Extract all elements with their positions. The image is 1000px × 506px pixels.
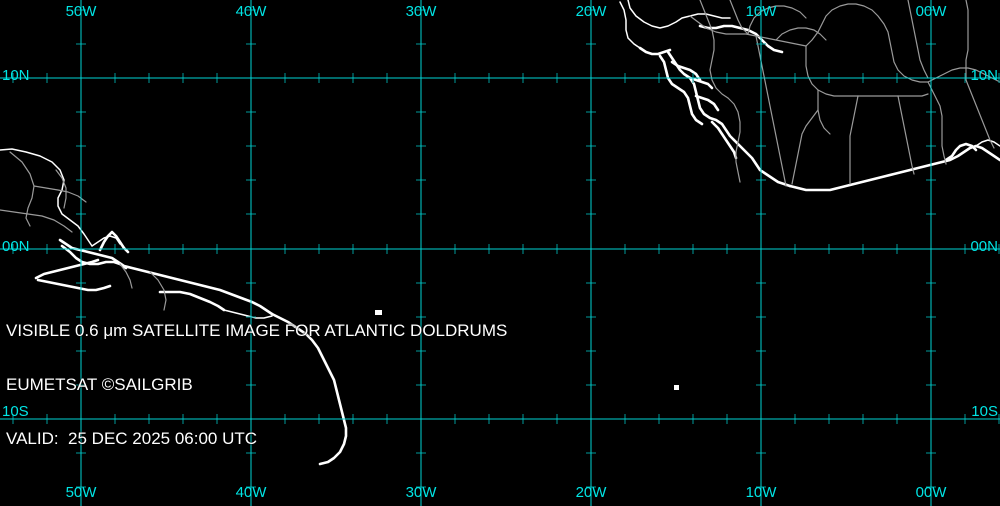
lon-label-bottom-00w: 00W [915,484,947,501]
lat-label-right-10n: 10N [970,67,998,84]
lon-label-top-40w: 40W [235,3,267,20]
south-america-borders [0,151,167,311]
lon-label-top-50w: 50W [65,3,97,20]
cloud-features [375,310,679,390]
lon-label-top-00w: 00W [915,3,947,20]
lon-label-top-20w: 20W [575,3,607,20]
caption-attribution: EUMETSAT ©SAILGRIB [6,375,193,394]
west-africa-coastline [619,0,1000,192]
lon-label-top-10w: 10W [745,3,777,20]
lat-label-right-10s: 10S [971,403,998,420]
caption-valid-time: VALID: 25 DEC 2025 06:00 UTC [6,429,258,448]
lat-label-right-00n: 00N [970,238,998,255]
lon-label-bottom-40w: 40W [235,484,267,501]
caption-title: VISIBLE 0.6 μm SATELLITE IMAGE FOR ATLAN… [6,321,508,340]
lon-label-bottom-50w: 50W [65,484,97,501]
lon-label-top-30w: 30W [405,3,437,20]
lon-label-bottom-30w: 30W [405,484,437,501]
south-america-coastline [0,148,348,466]
lat-label-left-10n: 10N [2,67,30,84]
lat-label-left-10s: 10S [2,403,29,420]
lat-label-left-00n: 00N [2,238,30,255]
lon-label-bottom-20w: 20W [575,484,607,501]
lon-label-bottom-10w: 10W [745,484,777,501]
west-africa-borders [689,0,1000,187]
image-caption-block: VISIBLE 0.6 μm SATELLITE IMAGE FOR ATLAN… [6,286,507,484]
